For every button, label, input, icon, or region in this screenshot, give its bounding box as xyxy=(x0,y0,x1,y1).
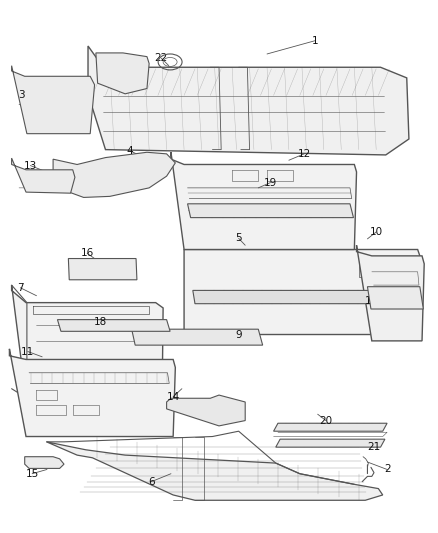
Polygon shape xyxy=(274,423,387,431)
Polygon shape xyxy=(68,259,137,280)
Polygon shape xyxy=(10,349,175,437)
Polygon shape xyxy=(25,457,64,469)
Text: 3: 3 xyxy=(18,91,25,100)
Polygon shape xyxy=(46,442,383,500)
Text: 11: 11 xyxy=(21,346,35,357)
Text: 7: 7 xyxy=(17,282,24,293)
Text: 13: 13 xyxy=(24,160,37,171)
Text: 20: 20 xyxy=(319,416,332,425)
Text: 21: 21 xyxy=(367,442,381,452)
Polygon shape xyxy=(187,204,353,217)
Polygon shape xyxy=(357,245,424,341)
Text: 12: 12 xyxy=(297,149,311,159)
Text: 17: 17 xyxy=(364,296,378,306)
Text: 6: 6 xyxy=(148,477,155,487)
Text: 19: 19 xyxy=(264,177,277,188)
Text: 18: 18 xyxy=(94,317,107,327)
Text: 4: 4 xyxy=(126,146,133,156)
Polygon shape xyxy=(96,53,149,94)
Polygon shape xyxy=(57,320,170,332)
Text: 22: 22 xyxy=(155,53,168,63)
Polygon shape xyxy=(184,249,422,335)
Text: 16: 16 xyxy=(81,248,94,258)
Text: 9: 9 xyxy=(235,329,242,340)
Text: 8: 8 xyxy=(100,53,106,63)
Polygon shape xyxy=(53,152,175,197)
Text: 10: 10 xyxy=(370,227,383,237)
Polygon shape xyxy=(132,329,263,345)
Text: 5: 5 xyxy=(235,233,242,244)
Text: 2: 2 xyxy=(384,464,390,474)
Text: 15: 15 xyxy=(25,469,39,479)
Polygon shape xyxy=(12,66,95,134)
Text: 14: 14 xyxy=(166,392,180,402)
Polygon shape xyxy=(12,158,75,193)
Polygon shape xyxy=(12,285,163,399)
Polygon shape xyxy=(367,287,424,309)
Polygon shape xyxy=(193,290,415,304)
Text: 1: 1 xyxy=(312,36,318,46)
Polygon shape xyxy=(171,152,357,249)
Polygon shape xyxy=(276,439,385,447)
Polygon shape xyxy=(88,46,409,155)
Polygon shape xyxy=(166,395,245,426)
